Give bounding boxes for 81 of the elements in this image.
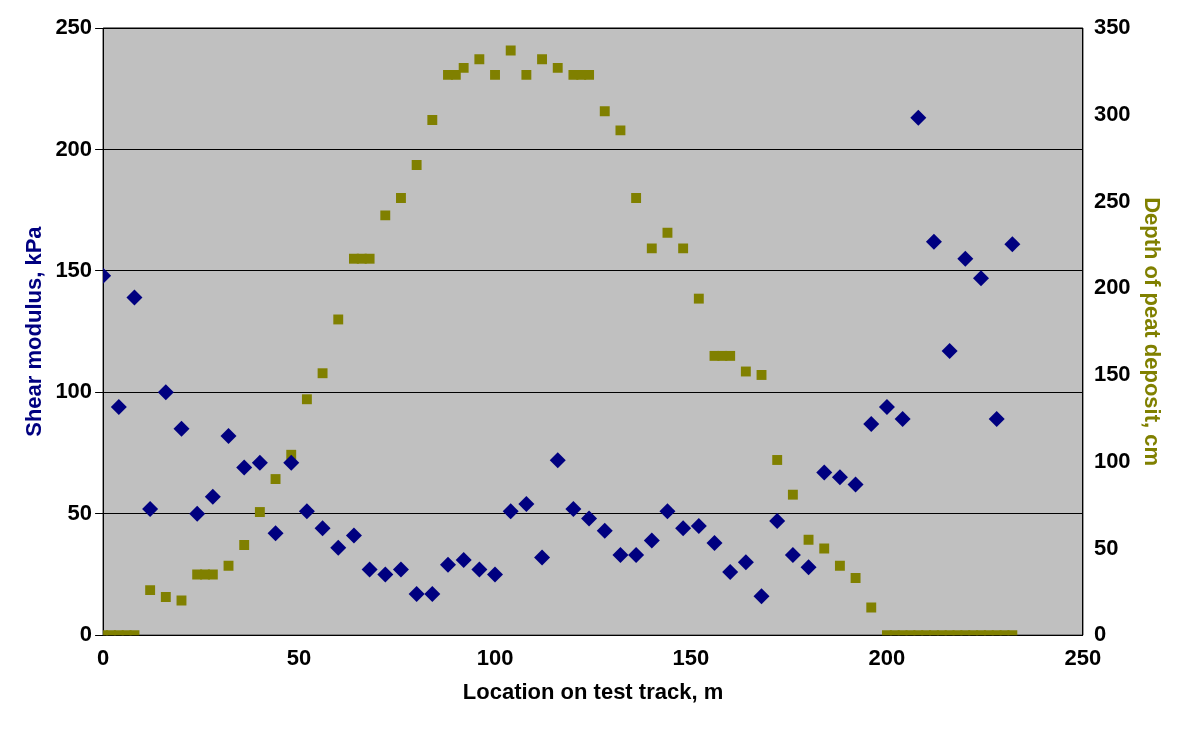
point: [894, 411, 911, 428]
point: [267, 525, 284, 542]
point: [408, 585, 425, 602]
point: [690, 517, 707, 534]
point: [706, 534, 723, 551]
y2-tick-label: 250: [1093, 187, 1131, 213]
point: [1004, 236, 1021, 253]
point: [157, 384, 174, 401]
y-tick-label: 100: [55, 378, 93, 404]
point: [675, 520, 692, 537]
y2-axis-title: Depth of peat deposit, cm: [1139, 197, 1165, 467]
x-tick-label: 150: [672, 645, 710, 671]
y2-tick-label: 150: [1093, 361, 1131, 387]
point: [831, 469, 848, 486]
point: [487, 566, 504, 583]
y2-tick-label: 350: [1093, 14, 1131, 40]
point: [581, 510, 598, 527]
point: [173, 420, 190, 437]
point: [925, 233, 942, 250]
point: [330, 539, 347, 556]
point: [941, 343, 958, 360]
y-tick-label: 50: [67, 499, 93, 525]
point: [251, 454, 268, 471]
point: [189, 505, 206, 522]
x-tick-label: 200: [868, 645, 906, 671]
point: [549, 452, 566, 469]
point: [800, 559, 817, 576]
y-tick-label: 150: [55, 256, 93, 282]
point: [769, 513, 786, 530]
point: [534, 549, 551, 566]
point: [722, 564, 739, 581]
y-axis-title: Shear modulus, kPa: [21, 225, 47, 437]
point: [973, 270, 989, 287]
x-tick-label: 50: [286, 645, 312, 671]
point: [988, 411, 1005, 428]
point: [659, 503, 676, 520]
point: [737, 554, 754, 571]
point: [910, 109, 927, 126]
point: [863, 415, 880, 432]
x-tick-label: 250: [1064, 645, 1102, 671]
y-tick-label: 200: [55, 135, 93, 161]
point: [753, 588, 770, 605]
point: [220, 428, 237, 445]
point: [471, 561, 488, 578]
point: [816, 464, 833, 481]
y2-tick-label: 200: [1093, 274, 1131, 300]
point: [204, 488, 221, 505]
point: [565, 500, 582, 517]
point: [878, 398, 895, 415]
y2-tick-label: 0: [1093, 621, 1107, 647]
point: [518, 496, 535, 513]
y2-tick-label: 50: [1093, 534, 1119, 560]
point: [784, 547, 801, 564]
point: [392, 561, 409, 578]
point: [377, 566, 394, 583]
y2-tick-label: 100: [1093, 447, 1131, 473]
point: [643, 532, 660, 549]
x-tick-label: 0: [96, 645, 110, 671]
point: [596, 522, 613, 539]
point: [298, 503, 315, 520]
x-tick-label: 100: [476, 645, 514, 671]
y2-tick-label: 300: [1093, 100, 1131, 126]
y-tick-label: 0: [79, 621, 93, 647]
point: [957, 250, 974, 267]
point: [283, 454, 300, 471]
point: [439, 556, 456, 573]
point: [345, 527, 362, 544]
point: [236, 459, 253, 476]
point: [110, 398, 127, 415]
point: [502, 503, 519, 520]
x-axis-title: Location on test track, m: [462, 678, 724, 704]
point: [847, 476, 864, 493]
point: [314, 520, 331, 537]
point: [361, 561, 378, 578]
y-tick-label: 250: [55, 14, 93, 40]
point: [455, 551, 472, 568]
point: [628, 547, 645, 564]
point: [142, 500, 159, 517]
point: [612, 547, 629, 564]
point: [424, 585, 441, 602]
point: [126, 289, 143, 306]
